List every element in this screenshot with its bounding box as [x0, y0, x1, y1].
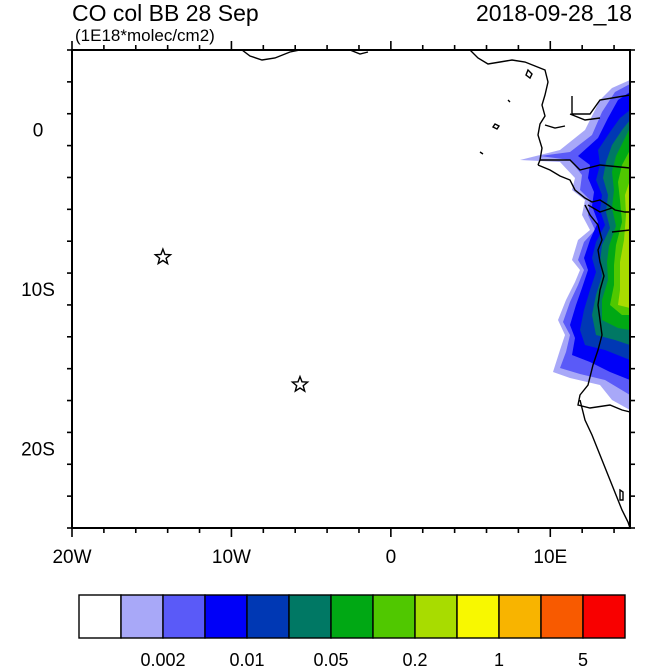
- colorbar-box: [330, 594, 374, 639]
- axis-tick-labels: 20W 10W 0 10E 0 10S 20S: [21, 121, 567, 568]
- colorbar-box: [78, 594, 122, 639]
- colorbar-box: [498, 594, 542, 639]
- map-frame: [71, 49, 631, 529]
- coastline-islands: [479, 68, 533, 155]
- colorbar-box: [120, 594, 164, 639]
- coastline-namibia-inlet: [619, 488, 624, 501]
- station-markers: [153, 247, 310, 393]
- map-title: CO col BB 28 Sep: [72, 0, 259, 26]
- star-marker: [153, 247, 173, 266]
- colorbar-box: [204, 594, 248, 639]
- axis-ticks: [67, 41, 635, 537]
- x-tick-label: 20W: [52, 547, 91, 568]
- y-tick-label: 20S: [21, 439, 55, 460]
- colorbar-label: 0.01: [229, 650, 264, 667]
- colorbar-label: 0.2: [402, 650, 427, 667]
- coastline-gulf-of-guinea-north: [241, 50, 301, 61]
- colorbar-box: [456, 594, 500, 639]
- colorbar-box: [582, 594, 626, 639]
- colorbar-label: 0.002: [140, 650, 185, 667]
- coastline-gulf-of-guinea-east: [349, 50, 549, 166]
- x-tick-label: 10E: [533, 547, 567, 568]
- colorbar-box: [414, 594, 458, 639]
- colorbar-box: [288, 594, 332, 639]
- units-label: (1E18*molec/cm2): [75, 26, 215, 45]
- colorbar-label: 1: [494, 650, 504, 667]
- map-datetime: 2018-09-28_18: [475, 0, 632, 26]
- coastline-west-africa: [537, 164, 630, 528]
- colorbar-box: [540, 594, 584, 639]
- colorbar-box: [162, 594, 206, 639]
- border-lines: [540, 94, 630, 233]
- colorbar-box: [372, 594, 416, 639]
- coastline: [241, 50, 630, 528]
- y-tick-label: 10S: [21, 280, 55, 301]
- colorbar: [78, 594, 626, 639]
- y-tick-label: 0: [33, 121, 44, 142]
- co-plume: [520, 80, 630, 410]
- colorbar-labels: 0.002 0.01 0.05 0.2 1 5: [140, 650, 588, 667]
- star-marker: [290, 374, 310, 393]
- x-tick-label: 10W: [212, 547, 251, 568]
- x-tick-label: 0: [386, 547, 397, 568]
- colorbar-label: 5: [578, 650, 588, 667]
- colorbar-box: [246, 594, 290, 639]
- colorbar-label: 0.05: [313, 650, 348, 667]
